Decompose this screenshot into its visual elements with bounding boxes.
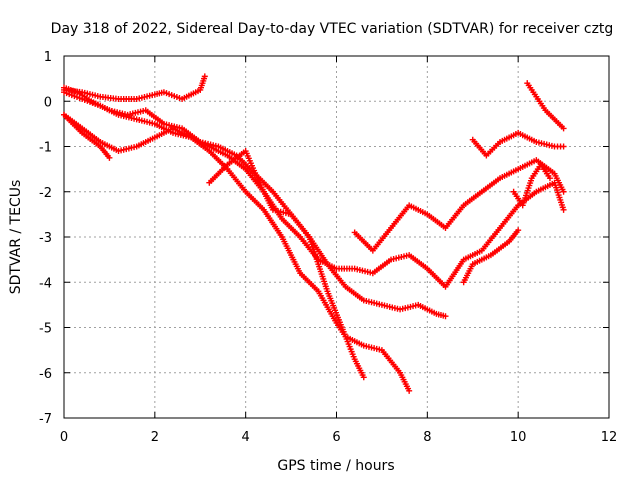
series-track-6 (206, 148, 413, 394)
y-axis-title: SDTVAR / TECUs (8, 180, 24, 295)
y-tick-label: -7 (39, 412, 52, 427)
chart-title: Day 318 of 2022, Sidereal Day-to-day VTE… (51, 21, 614, 37)
series-track-5 (61, 111, 113, 161)
series-track-10 (460, 227, 522, 286)
series-track-8 (469, 129, 567, 159)
y-tick-label: -6 (39, 367, 52, 382)
y-tick-label: 1 (44, 50, 52, 65)
data-point-marker (201, 73, 208, 80)
x-tick-label: 12 (601, 430, 618, 445)
data-point-marker (560, 125, 567, 132)
data-point-marker (442, 313, 449, 320)
data-point-marker (360, 374, 367, 381)
data-point-marker (406, 387, 413, 394)
data-point-marker (560, 206, 567, 213)
data-point-marker (106, 154, 113, 161)
y-tick-label: -3 (39, 231, 52, 246)
series-track-1 (61, 73, 208, 102)
data-point-marker (560, 188, 567, 195)
x-tick-label: 0 (60, 430, 68, 445)
data-point-marker (560, 143, 567, 150)
grid (64, 56, 609, 418)
data-point-marker (515, 227, 522, 234)
x-axis-title: GPS time / hours (277, 458, 394, 474)
x-tick-label: 10 (510, 430, 527, 445)
data-point-marker (546, 175, 553, 182)
x-tick-label: 2 (151, 430, 159, 445)
y-tick-label: 0 (44, 95, 52, 110)
series-group (61, 73, 567, 394)
series-track-4 (61, 111, 367, 381)
y-tick-label: -4 (39, 276, 52, 291)
x-tick-label: 6 (332, 430, 340, 445)
series-track-11 (510, 161, 553, 209)
series-track-7 (351, 157, 567, 254)
x-tick-label: 4 (242, 430, 250, 445)
series-track-9 (524, 80, 567, 132)
y-tick-label: -1 (39, 141, 52, 156)
x-tick-label: 8 (423, 430, 431, 445)
y-tick-label: -5 (39, 322, 52, 337)
y-tick-label: -2 (39, 186, 52, 201)
